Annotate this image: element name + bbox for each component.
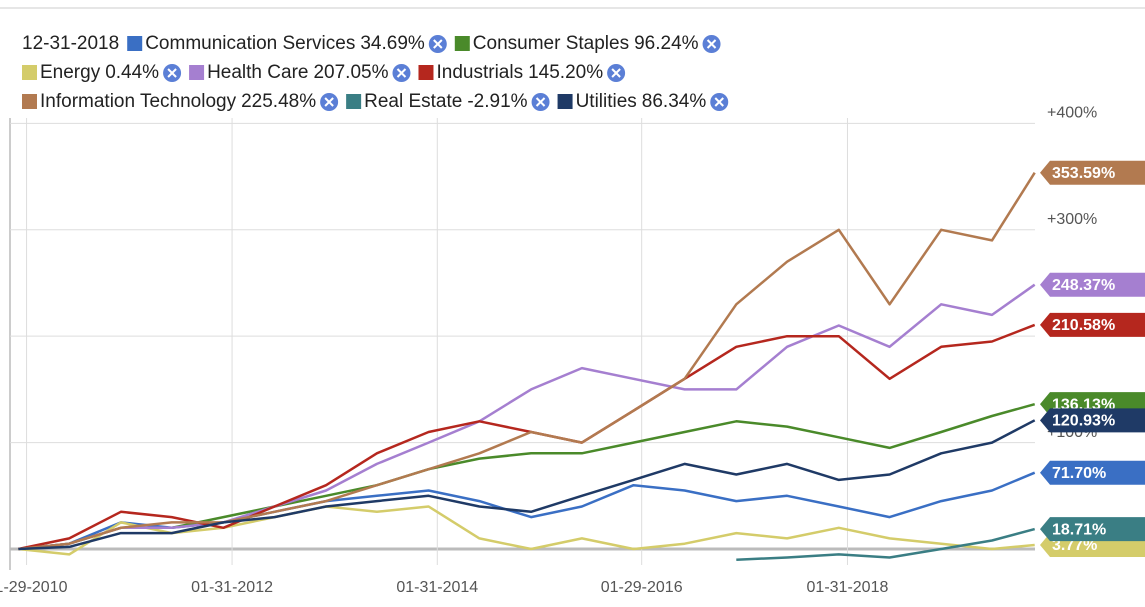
series-line [18,172,1036,551]
legend-label: Energy [40,62,101,83]
y-tick-label: +300% [1047,211,1097,228]
end-label: 3.77% [1052,537,1097,554]
legend-label: Utilities [576,91,637,112]
legend-value: 96.24% [634,33,699,54]
end-label: 210.58% [1052,317,1115,334]
legend-remove-x [433,39,443,49]
series-line [18,419,1036,551]
series-line [18,402,1036,551]
end-label: 353.59% [1052,165,1115,182]
legend-label: Health Care [207,62,308,83]
x-tick-label: 01-29-2016 [601,579,683,596]
legend-swatch [127,36,143,51]
legend-value: 145.20% [528,62,603,83]
legend-label: Industrials [436,62,523,83]
legend-value: 34.69% [360,33,425,54]
legend-date: 12-31-2018 [22,33,119,54]
legend-label: Communication Services [145,33,355,54]
legend-label: Information Technology [40,91,237,112]
legend-label: Consumer Staples [473,33,629,54]
end-label-tag [1040,160,1145,185]
x-tick-label: 01-29-2010 [0,579,68,596]
legend-swatch [418,65,434,80]
legend-remove-x [535,97,546,107]
end-label-tag [1040,272,1145,297]
end-label: 71.70% [1052,465,1106,482]
x-tick-label: 01-31-2014 [396,579,478,596]
y-tick-label: +400% [1047,105,1097,122]
end-label: 18.71% [1052,521,1106,538]
legend-swatch [346,94,362,109]
end-label: 120.93% [1052,413,1115,430]
series-line [18,283,1036,551]
legend-remove-x [324,97,334,107]
legend-swatch [557,94,573,109]
end-label-tag [1040,460,1145,485]
end-label-tag [1040,408,1145,433]
legend-remove-x [396,68,407,78]
legend-value: 0.44% [105,62,159,83]
legend-swatch [454,36,470,51]
legend-remove-x [611,68,621,78]
x-tick-label: 01-31-2012 [191,579,273,596]
legend-remove-x [167,68,177,78]
legend-remove-x [706,39,717,49]
series-line [736,527,1036,561]
legend-label: Real Estate [364,91,462,112]
legend-swatch [189,65,205,80]
series-line [18,505,1035,556]
legend-value: 86.34% [642,91,707,112]
legend-swatch [22,94,37,109]
legend-remove-x [714,97,724,107]
legend-value: 225.48% [241,91,316,112]
legend-value: 207.05% [313,62,388,83]
legend-value: -2.91% [467,91,527,112]
end-label-tag [1040,517,1145,542]
end-label-tag [1040,312,1145,337]
end-label: 248.37% [1052,277,1115,294]
legend-swatch [22,65,37,80]
x-tick-label: 01-31-2018 [807,579,889,596]
